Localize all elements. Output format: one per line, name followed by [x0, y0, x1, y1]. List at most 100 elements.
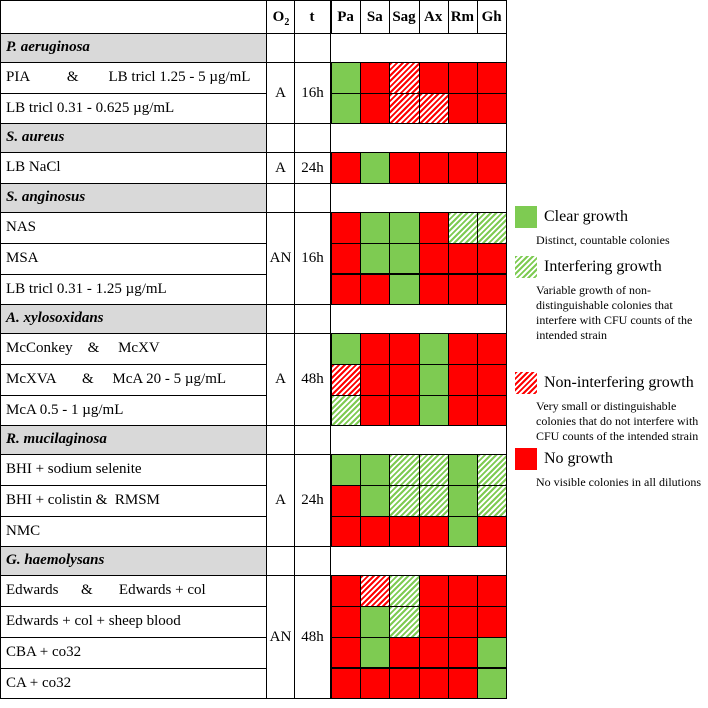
- growth-cell-ax: [418, 394, 449, 427]
- growth-cell-gh: [477, 454, 508, 486]
- row-divider: [0, 515, 266, 517]
- legend-title: Clear growth: [544, 208, 628, 225]
- section-title: S. aureus: [6, 129, 65, 146]
- growth-cell-ax: [418, 212, 449, 244]
- growth-cell-gh: [477, 394, 508, 427]
- row-divider: [0, 575, 266, 577]
- growth-cell-sa: [360, 667, 391, 700]
- growth-cell-rm: [447, 363, 478, 396]
- row-divider: [0, 152, 266, 154]
- growth-cell-rm: [447, 485, 478, 517]
- growth-cell-ax: [418, 92, 449, 125]
- table-top-border: [0, 0, 506, 1]
- row-divider: [0, 62, 266, 63]
- legend-description: No visible colonies in all dilutions: [536, 475, 701, 489]
- row-label: Edwards + col + sheep blood: [6, 613, 181, 630]
- section-o2: A: [267, 370, 294, 389]
- o2-col-border: [294, 0, 295, 699]
- section-band: [1, 184, 266, 213]
- row-label: CA + co32: [6, 674, 72, 691]
- growth-cell-sag: [389, 667, 420, 700]
- strain-col-border: [389, 0, 390, 33]
- growth-cell-ax: [418, 242, 449, 275]
- growth-cell-sa: [360, 62, 391, 94]
- header-t: t: [309, 9, 315, 25]
- growth-cell-pa: [331, 515, 362, 548]
- strain-col-border: [360, 0, 361, 33]
- section-band: [1, 547, 266, 576]
- growth-cell-rm: [447, 333, 478, 365]
- growth-cell-ax: [418, 273, 449, 306]
- section-title: G. haemolysans: [6, 552, 105, 569]
- growth-cell-rm: [447, 62, 478, 94]
- section-time: 24h: [295, 158, 330, 177]
- row-label: McA 0.5 - 1 µg/mL: [6, 401, 124, 418]
- section-band: [1, 124, 266, 153]
- row-label: MSA: [6, 249, 39, 266]
- row-divider: [0, 454, 266, 456]
- growth-cell-sa: [360, 485, 391, 517]
- row-divider: [0, 333, 266, 335]
- growth-cell-sag: [389, 333, 420, 365]
- growth-cell-rm: [447, 273, 478, 306]
- section-top: [0, 123, 266, 125]
- row-label: BHI + colistin & RMSM: [6, 492, 160, 508]
- growth-cell-pa: [331, 212, 362, 244]
- header-strain-sa: Sa: [366, 9, 383, 25]
- growth-cell-pa: [331, 606, 362, 638]
- t-col-border: [330, 0, 331, 699]
- growth-cell-sag: [389, 212, 420, 244]
- growth-cell-gh: [477, 575, 508, 608]
- strain-col-border: [448, 0, 449, 33]
- row-divider: [0, 273, 266, 275]
- legend-description: Distinct, countable colonies: [536, 233, 670, 247]
- growth-cell-rm: [447, 667, 478, 700]
- growth-cell-pa: [331, 394, 362, 427]
- header-strain-gh: Gh: [481, 9, 502, 25]
- growth-cell-ax: [418, 575, 449, 608]
- growth-cell-sa: [360, 273, 391, 306]
- section-title: S. anginosus: [6, 189, 86, 206]
- growth-cell-sa: [360, 515, 391, 548]
- row-label: NAS: [6, 219, 37, 236]
- row-label: PIA & LB tricl 1.25 - 5 µg/mL: [6, 69, 251, 85]
- growth-cell-gh: [477, 242, 508, 275]
- growth-cell-sa: [360, 454, 391, 486]
- growth-cell-pa: [331, 485, 362, 517]
- growth-cell-sa: [360, 606, 391, 638]
- row-label: NMC: [6, 522, 41, 539]
- growth-cell-sa: [360, 212, 391, 244]
- growth-cell-sa: [360, 394, 391, 427]
- growth-cell-sag: [389, 394, 420, 427]
- header-o2-sub: 2: [284, 17, 290, 28]
- row-label: LB tricl 0.31 - 1.25 µg/mL: [6, 280, 167, 297]
- growth-cell-gh: [477, 273, 508, 306]
- growth-cell-pa: [331, 273, 362, 306]
- section-bottom: [0, 698, 506, 700]
- legend-description: Variable growth of non-distinguishable c…: [536, 283, 693, 342]
- growth-cell-pa: [331, 92, 362, 125]
- row-divider: [0, 606, 266, 608]
- legend-title: No growth: [544, 450, 613, 467]
- growth-cell-rm: [447, 92, 478, 125]
- growth-cell-ax: [418, 333, 449, 365]
- growth-cell-sag: [389, 62, 420, 94]
- growth-cell-gh: [477, 636, 508, 669]
- growth-cell-gh: [477, 92, 508, 125]
- growth-cell-gh: [477, 62, 508, 94]
- table-right-border: [506, 0, 507, 699]
- growth-cell-pa: [331, 454, 362, 486]
- growth-cell-sag: [389, 515, 420, 548]
- row-label: LB NaCl: [6, 159, 61, 176]
- growth-cell-rm: [447, 454, 478, 486]
- growth-cell-rm: [447, 212, 478, 244]
- growth-cell-pa: [331, 62, 362, 94]
- section-top: [0, 546, 266, 548]
- growth-cell-sa: [360, 333, 391, 365]
- section-top: [0, 33, 266, 34]
- section-title: A. xylosoxidans: [6, 310, 104, 327]
- growth-cell-rm: [447, 636, 478, 669]
- growth-cell-rm: [447, 242, 478, 275]
- growth-cell-sag: [389, 152, 420, 185]
- legend-swatch-gh: [515, 256, 537, 278]
